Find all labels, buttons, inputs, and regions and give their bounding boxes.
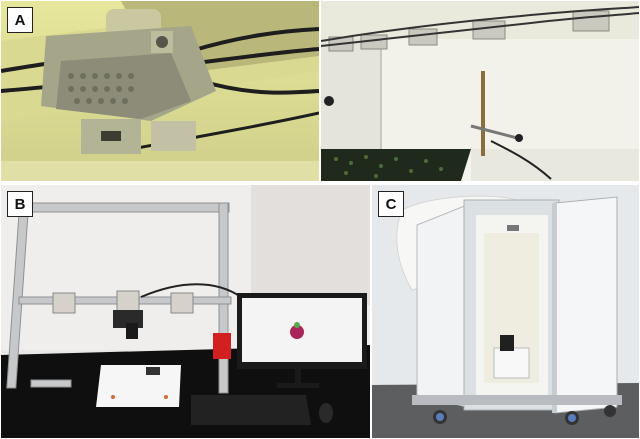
panel-b-desk-rig: B [1,185,370,438]
panel-label-c: C [378,191,404,217]
panel-label-a: A [7,7,33,33]
panel-a-growth-chamber [321,1,639,181]
panel-a-camera-closeup: A [1,1,319,181]
desk-rig-photo [1,185,370,438]
growth-chamber-photo [321,1,639,181]
panel-c-imaging-cabinet: C [372,185,639,438]
panel-label-b: B [7,191,33,217]
camera-closeup-photo [1,1,319,181]
imaging-cabinet-photo [372,185,639,438]
